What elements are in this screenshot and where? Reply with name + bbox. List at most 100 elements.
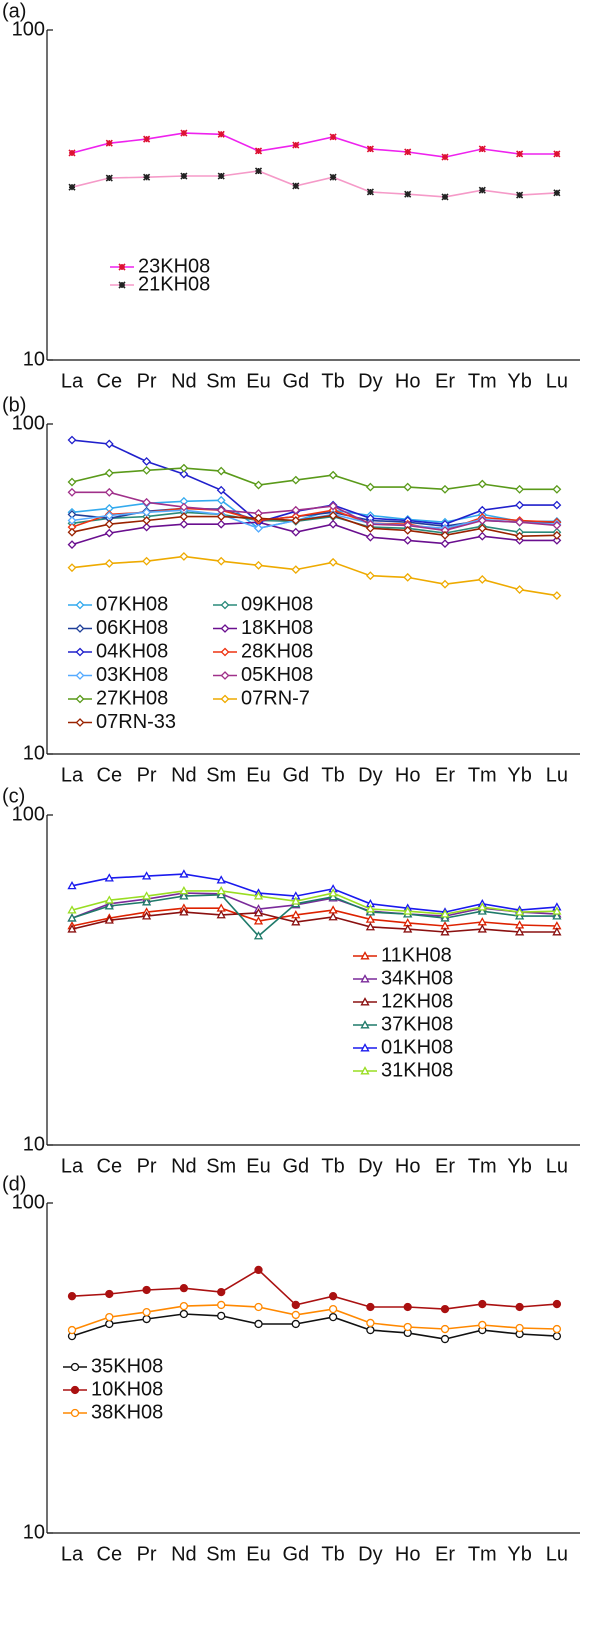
marker	[477, 917, 487, 926]
marker	[179, 551, 189, 561]
marker	[403, 572, 413, 582]
marker	[440, 1324, 450, 1334]
marker	[291, 896, 301, 905]
marker	[477, 902, 487, 911]
marker	[329, 173, 337, 181]
legend-label: 03KH08	[96, 664, 168, 686]
marker	[515, 1302, 524, 1312]
x-tick-label: Ho	[395, 370, 421, 392]
marker	[366, 1325, 375, 1335]
marker	[291, 505, 301, 515]
marker	[180, 129, 188, 137]
legend-marker	[70, 1362, 80, 1372]
marker	[515, 585, 525, 594]
marker	[217, 1287, 226, 1297]
legend-marker	[70, 1408, 80, 1418]
marker	[553, 189, 561, 197]
marker	[440, 539, 450, 549]
series-line	[71, 907, 557, 927]
legend-marker	[75, 624, 85, 633]
marker	[552, 484, 562, 494]
x-tick-label: Tb	[321, 1543, 344, 1565]
marker	[142, 457, 152, 466]
marker	[68, 183, 76, 191]
x-tick-label: Lu	[546, 1155, 568, 1177]
legend-label: 11KH08	[381, 944, 452, 966]
x-tick-label: Er	[435, 764, 455, 786]
marker	[142, 465, 152, 475]
series-line	[71, 1268, 557, 1310]
legend-marker	[118, 263, 126, 271]
marker	[515, 484, 525, 494]
marker	[216, 519, 226, 529]
marker	[291, 917, 301, 926]
marker	[328, 1312, 338, 1322]
x-tick-label: Tb	[321, 764, 344, 786]
marker	[141, 891, 152, 900]
marker	[440, 484, 450, 494]
series-line	[71, 892, 557, 919]
x-tick-label: Dy	[358, 1155, 382, 1177]
series-line	[71, 873, 557, 913]
marker	[67, 540, 77, 550]
marker	[515, 500, 525, 510]
x-tick-label: Lu	[546, 764, 568, 786]
marker	[254, 523, 263, 533]
marker	[216, 889, 226, 899]
x-tick-label: Gd	[282, 370, 309, 392]
legend-label: 01KH08	[381, 1036, 453, 1058]
x-tick-label: Eu	[246, 764, 270, 786]
legend-label: 06KH08	[96, 617, 168, 639]
x-tick-label: Er	[435, 1543, 455, 1565]
marker	[68, 149, 76, 157]
series-line	[71, 555, 558, 597]
marker	[514, 920, 525, 929]
legend-marker	[70, 1385, 80, 1395]
marker	[179, 907, 189, 916]
marker	[477, 523, 487, 533]
y-tick-label: 10	[23, 742, 45, 764]
marker	[141, 911, 152, 920]
marker	[179, 519, 189, 529]
marker	[365, 482, 375, 492]
marker	[143, 135, 151, 143]
marker	[67, 1292, 77, 1301]
y-tick-label: 10	[23, 1133, 45, 1155]
marker	[477, 575, 487, 584]
legend-label: 07KH08	[96, 593, 168, 615]
marker	[440, 927, 450, 936]
marker	[67, 527, 77, 537]
marker	[104, 487, 114, 497]
x-tick-label: Tm	[468, 1543, 497, 1565]
marker	[292, 182, 300, 190]
legend-marker	[75, 694, 85, 704]
marker	[365, 914, 376, 923]
panel-label: (d)	[2, 1173, 26, 1195]
marker	[440, 913, 450, 922]
marker	[403, 906, 413, 915]
series-line	[71, 1304, 557, 1331]
marker	[552, 1331, 562, 1341]
x-tick-label: Eu	[246, 1155, 270, 1177]
x-tick-label: La	[61, 370, 84, 392]
marker	[253, 931, 264, 940]
marker	[516, 150, 524, 158]
marker	[67, 516, 77, 525]
legend-label: 28KH08	[241, 640, 313, 662]
legend-label: 05KH08	[241, 664, 313, 686]
y-tick-label: 10	[23, 1521, 45, 1543]
legend-label: 07RN-33	[96, 711, 176, 733]
marker	[403, 482, 413, 492]
legend-marker	[220, 624, 230, 633]
x-tick-label: Pr	[137, 370, 157, 392]
marker	[253, 916, 264, 925]
marker	[179, 1301, 189, 1311]
marker	[217, 130, 225, 138]
x-tick-label: Yb	[507, 764, 531, 786]
marker	[328, 1292, 338, 1301]
marker	[552, 535, 562, 545]
marker	[105, 174, 113, 182]
x-tick-label: La	[61, 1155, 84, 1177]
marker	[67, 477, 77, 487]
marker	[141, 871, 152, 880]
